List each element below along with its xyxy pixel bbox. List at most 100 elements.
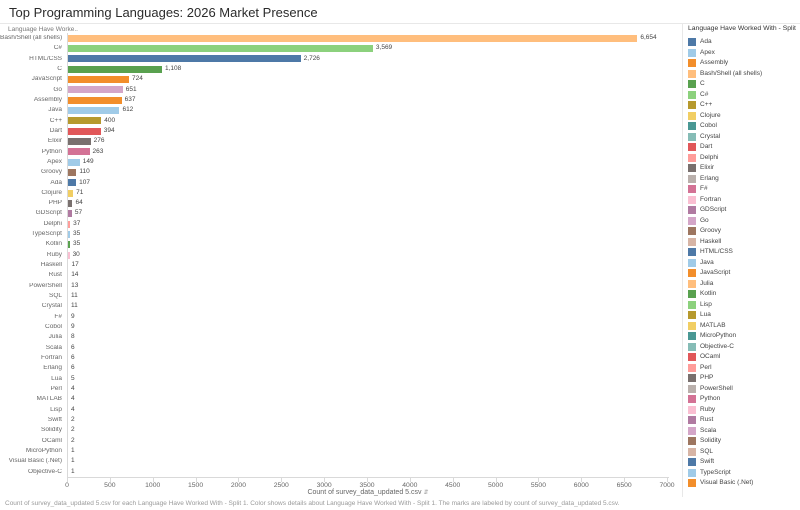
legend-item-haskell[interactable]: Haskell <box>688 237 798 248</box>
row-label-python[interactable]: Python <box>41 148 62 155</box>
legend-item-html-css[interactable]: HTML/CSS <box>688 247 798 258</box>
row-label-c[interactable]: C <box>57 65 62 72</box>
legend-item-dart[interactable]: Dart <box>688 142 798 153</box>
row-label-solidity[interactable]: Solidity <box>41 427 62 434</box>
row-label-erlang[interactable]: Erlang <box>43 365 62 372</box>
row-label-fortran[interactable]: Fortran <box>41 355 62 362</box>
legend-item-php[interactable]: PHP <box>688 373 798 384</box>
row-label-haskell[interactable]: Haskell <box>40 262 62 269</box>
legend-item-swift[interactable]: Swift <box>688 457 798 468</box>
row-label-html-css[interactable]: HTML/CSS <box>29 55 62 62</box>
row-label-lua[interactable]: Lua <box>51 375 62 382</box>
legend-item-ocaml[interactable]: OCaml <box>688 352 798 363</box>
legend-item-groovy[interactable]: Groovy <box>688 226 798 237</box>
legend-item-micropython[interactable]: MicroPython <box>688 331 798 342</box>
legend-item-rust[interactable]: Rust <box>688 415 798 426</box>
bar-c[interactable] <box>67 65 162 73</box>
bar-javascript[interactable] <box>67 75 130 83</box>
bar-c[interactable] <box>67 117 102 125</box>
legend-item-clojure[interactable]: Clojure <box>688 111 798 122</box>
legend-item-kotlin[interactable]: Kotlin <box>688 289 798 300</box>
row-label-clojure[interactable]: Clojure <box>41 189 62 196</box>
legend-item-apex[interactable]: Apex <box>688 48 798 59</box>
row-label-apex[interactable]: Apex <box>47 158 62 165</box>
bar-java[interactable] <box>67 106 120 114</box>
sort-icon[interactable]: ⇵ <box>423 490 429 496</box>
legend-item-python[interactable]: Python <box>688 394 798 405</box>
bar-python[interactable] <box>67 148 90 156</box>
row-label-bash-shell-all-shells[interactable]: Bash/Shell (all shells) <box>0 34 63 41</box>
legend-item-crystal[interactable]: Crystal <box>688 132 798 143</box>
legend-item-c[interactable]: C <box>688 79 798 90</box>
legend-item-ruby[interactable]: Ruby <box>688 405 798 416</box>
legend-item-gdscript[interactable]: GDScript <box>688 205 798 216</box>
legend-item-perl[interactable]: Perl <box>688 363 798 374</box>
bar-html-css[interactable] <box>67 55 301 63</box>
row-label-gdscript[interactable]: GDScript <box>35 210 62 217</box>
legend-item-javascript[interactable]: JavaScript <box>688 268 798 279</box>
legend-item-powershell[interactable]: PowerShell <box>688 384 798 395</box>
bar-kotlin[interactable] <box>67 241 70 249</box>
legend-item-visual-basic-net[interactable]: Visual Basic (.Net) <box>688 478 798 489</box>
row-label-ada[interactable]: Ada <box>50 179 62 186</box>
row-label-c[interactable]: C++ <box>49 117 62 124</box>
legend-item-bash-shell-all-shells[interactable]: Bash/Shell (all shells) <box>688 69 798 80</box>
row-label-go[interactable]: Go <box>53 86 62 93</box>
legend-item-scala[interactable]: Scala <box>688 426 798 437</box>
row-label-delphi[interactable]: Delphi <box>43 220 62 227</box>
legend-item-sql[interactable]: SQL <box>688 447 798 458</box>
bar-groovy[interactable] <box>67 168 77 176</box>
row-label-f[interactable]: F# <box>54 313 62 320</box>
legend-item-assembly[interactable]: Assembly <box>688 58 798 69</box>
legend-item-ada[interactable]: Ada <box>688 37 798 48</box>
bar-gdscript[interactable] <box>67 210 72 218</box>
row-label-dart[interactable]: Dart <box>49 127 62 134</box>
row-label-ruby[interactable]: Ruby <box>46 251 62 258</box>
row-label-micropython[interactable]: MicroPython <box>25 448 62 455</box>
row-label-groovy[interactable]: Groovy <box>41 169 62 176</box>
row-label-c[interactable]: C# <box>53 45 62 52</box>
row-label-objective-c[interactable]: Objective-C <box>28 468 62 475</box>
legend-item-c[interactable]: C# <box>688 90 798 101</box>
row-label-perl[interactable]: Perl <box>50 386 62 393</box>
row-label-scala[interactable]: Scala <box>45 344 62 351</box>
row-label-rust[interactable]: Rust <box>48 272 62 279</box>
legend-item-erlang[interactable]: Erlang <box>688 174 798 185</box>
legend-item-lisp[interactable]: Lisp <box>688 300 798 311</box>
bar-ada[interactable] <box>67 179 77 187</box>
row-label-kotlin[interactable]: Kotlin <box>45 241 62 248</box>
row-label-powershell[interactable]: PowerShell <box>29 282 62 289</box>
row-label-javascript[interactable]: JavaScript <box>31 76 62 83</box>
row-label-julia[interactable]: Julia <box>48 334 62 341</box>
bar-typescript[interactable] <box>67 230 70 238</box>
legend-item-elixir[interactable]: Elixir <box>688 163 798 174</box>
legend-item-julia[interactable]: Julia <box>688 279 798 290</box>
row-label-swift[interactable]: Swift <box>47 417 62 424</box>
bar-c[interactable] <box>67 44 373 52</box>
bar-elixir[interactable] <box>67 137 91 145</box>
legend-item-solidity[interactable]: Solidity <box>688 436 798 447</box>
row-label-visual-basic-net[interactable]: Visual Basic (.Net) <box>8 458 62 465</box>
bar-dart[interactable] <box>67 127 101 135</box>
row-label-lisp[interactable]: Lisp <box>50 406 62 413</box>
bar-assembly[interactable] <box>67 96 122 104</box>
row-label-cobol[interactable]: Cobol <box>45 324 62 331</box>
bar-bash-shell-all-shells[interactable] <box>67 34 638 42</box>
legend-item-matlab[interactable]: MATLAB <box>688 321 798 332</box>
row-label-typescript[interactable]: TypeScript <box>31 231 62 238</box>
row-label-sql[interactable]: SQL <box>48 293 62 300</box>
bar-go[interactable] <box>67 86 123 94</box>
legend-item-java[interactable]: Java <box>688 258 798 269</box>
legend-item-fortran[interactable]: Fortran <box>688 195 798 206</box>
bar-clojure[interactable] <box>67 189 74 197</box>
bar-delphi[interactable] <box>67 220 71 228</box>
legend-item-go[interactable]: Go <box>688 216 798 227</box>
legend-item-lua[interactable]: Lua <box>688 310 798 321</box>
legend-item-objective-c[interactable]: Objective-C <box>688 342 798 353</box>
row-label-elixir[interactable]: Elixir <box>47 138 62 145</box>
row-label-ocaml[interactable]: OCaml <box>41 437 62 444</box>
bar-ruby[interactable] <box>67 251 70 259</box>
row-label-java[interactable]: Java <box>48 107 62 114</box>
bar-php[interactable] <box>67 199 73 207</box>
legend-item-f[interactable]: F# <box>688 184 798 195</box>
